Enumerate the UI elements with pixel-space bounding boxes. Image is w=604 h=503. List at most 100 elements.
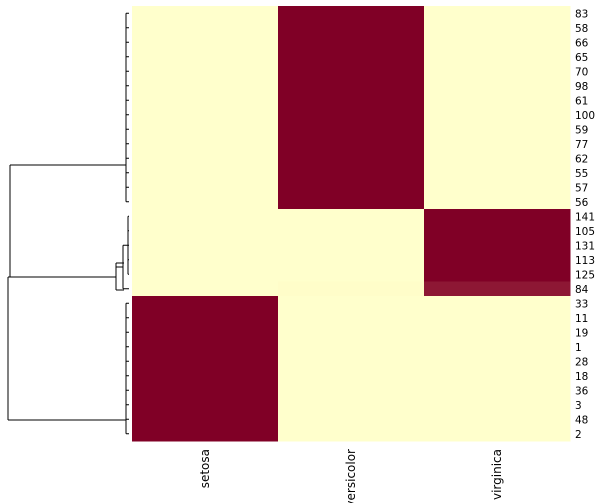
- row-label: 62: [575, 153, 588, 165]
- heatmap-cell: [424, 151, 571, 166]
- row-label: 61: [575, 95, 588, 107]
- row-label: 1: [575, 342, 582, 354]
- heatmap-cell: [424, 354, 571, 369]
- heatmap-cell: [424, 49, 571, 65]
- heatmap-cell: [132, 339, 279, 355]
- heatmap-cell: [424, 78, 571, 94]
- column-label: setosa: [198, 449, 212, 488]
- heatmap-cell: [132, 20, 279, 36]
- heatmap-cell: [424, 35, 571, 50]
- heatmap-cell: [132, 223, 279, 239]
- heatmap-cell: [132, 412, 279, 427]
- row-label: 131: [575, 240, 595, 252]
- heatmap-cell: [132, 354, 279, 369]
- row-label: 18: [575, 371, 588, 383]
- heatmap-cell: [278, 122, 425, 137]
- heatmap-cell: [278, 209, 425, 224]
- heatmap-cell: [424, 6, 571, 21]
- row-label: 11: [575, 313, 588, 325]
- heatmap-cell: [424, 64, 571, 79]
- heatmap-cell: [132, 325, 279, 340]
- heatmap-cell: [424, 426, 571, 442]
- heatmap-cell: [278, 397, 425, 413]
- row-dendrogram: [7, 12, 129, 435]
- heatmap-cell: [424, 397, 571, 413]
- heatmap-cell: [424, 412, 571, 427]
- heatmap-cell: [278, 281, 425, 297]
- heatmap-cell: [132, 136, 279, 152]
- heatmap-cells: [132, 6, 571, 442]
- heatmap-cell: [132, 122, 279, 137]
- row-label: 36: [575, 385, 589, 397]
- heatmap-cell: [424, 93, 571, 108]
- heatmap-cell: [132, 93, 279, 108]
- row-label: 58: [575, 23, 588, 35]
- heatmap-cell: [132, 426, 279, 442]
- heatmap-cell: [278, 223, 425, 239]
- heatmap-cell: [132, 296, 279, 311]
- row-labels: 8358666570986110059776255575614110513111…: [575, 8, 595, 441]
- row-label: 2: [575, 429, 582, 441]
- heatmap-cell: [278, 368, 425, 384]
- heatmap-cell: [278, 165, 425, 181]
- heatmap-cell: [278, 412, 425, 427]
- row-label: 100: [575, 110, 595, 122]
- heatmap-cell: [132, 64, 279, 79]
- heatmap-cell: [278, 354, 425, 369]
- heatmap-cell: [424, 310, 571, 326]
- heatmap-cell: [278, 310, 425, 326]
- row-label: 28: [575, 356, 588, 368]
- heatmap-cell: [424, 383, 571, 398]
- row-label: 98: [575, 81, 588, 93]
- row-label: 105: [575, 226, 595, 238]
- row-label: 57: [575, 182, 588, 194]
- row-label: 19: [575, 327, 588, 339]
- heatmap-cell: [132, 368, 279, 384]
- heatmap-cell: [132, 281, 279, 297]
- heatmap-cell: [132, 78, 279, 94]
- heatmap-cell: [132, 35, 279, 50]
- heatmap-cell: [424, 252, 571, 268]
- heatmap-cell: [278, 107, 425, 123]
- row-label: 33: [575, 298, 588, 310]
- heatmap-cell: [424, 165, 571, 181]
- heatmap-cell: [424, 281, 571, 297]
- heatmap-cell: [132, 383, 279, 398]
- heatmap-cell: [424, 20, 571, 36]
- heatmap-cell: [132, 252, 279, 268]
- heatmap-cell: [424, 209, 571, 224]
- heatmap-cell: [278, 20, 425, 36]
- heatmap-cell: [278, 49, 425, 65]
- heatmap-cell: [278, 93, 425, 108]
- row-label: 83: [575, 8, 588, 20]
- heatmap-cell: [424, 107, 571, 123]
- heatmap-cell: [132, 267, 279, 282]
- heatmap-cell: [278, 267, 425, 282]
- heatmap-cell: [132, 6, 279, 21]
- heatmap-cell: [132, 49, 279, 65]
- heatmap-cell: [424, 180, 571, 195]
- heatmap-cell: [278, 426, 425, 442]
- heatmap-cell: [278, 136, 425, 152]
- heatmap-cell: [424, 122, 571, 137]
- heatmap-cell: [424, 223, 571, 239]
- heatmap-cell: [278, 339, 425, 355]
- heatmap-cell: [132, 107, 279, 123]
- heatmap-cell: [278, 252, 425, 268]
- column-label: virginica: [490, 449, 504, 500]
- heatmap-cell: [278, 151, 425, 166]
- heatmap-cell: [278, 6, 425, 21]
- heatmap-cell: [132, 310, 279, 326]
- heatmap-cell: [132, 194, 279, 210]
- row-label: 125: [575, 269, 595, 281]
- heatmap-cell: [424, 325, 571, 340]
- row-label: 3: [575, 400, 582, 412]
- heatmap-cell: [278, 238, 425, 253]
- heatmap-cell: [278, 78, 425, 94]
- row-label: 84: [575, 284, 589, 296]
- heatmap-cell: [132, 238, 279, 253]
- column-labels: setosa versicolor virginica: [198, 449, 504, 503]
- row-label: 113: [575, 255, 595, 267]
- heatmap-cell: [132, 209, 279, 224]
- row-label: 70: [575, 66, 588, 78]
